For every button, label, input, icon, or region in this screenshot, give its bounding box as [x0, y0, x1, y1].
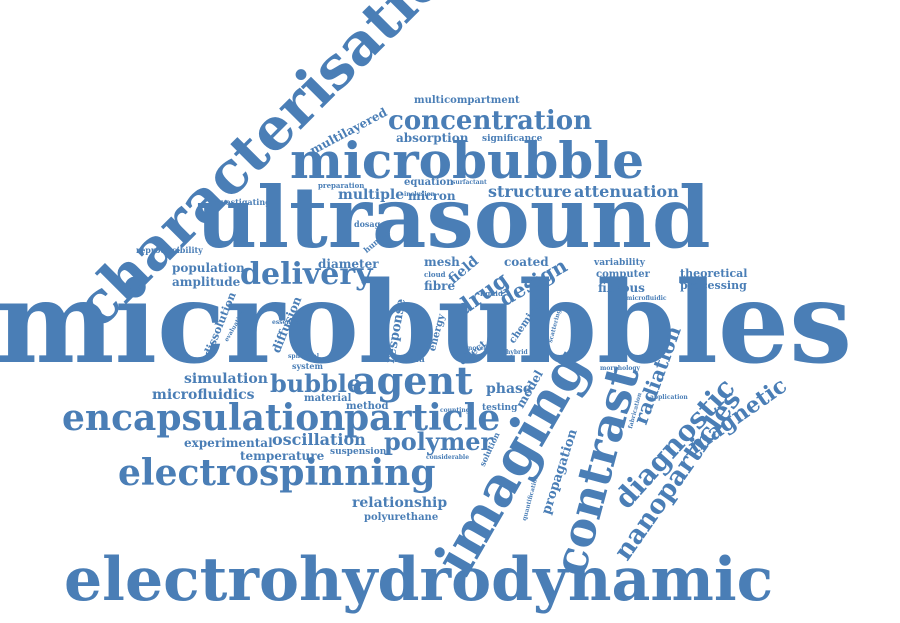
word-considerable: considerable [426, 454, 470, 461]
word-electrohydrodynamic: electrohydrodynamic [64, 545, 774, 615]
word-method: method [346, 401, 389, 412]
word-experimental: experimental [184, 436, 273, 450]
word-microbubble: microbubble [290, 131, 645, 190]
word-temperature: temperature [240, 449, 325, 463]
word-theoretical: theoretical [680, 267, 748, 280]
word-equation: equation [404, 177, 454, 188]
word-reproducibility: reproducibility [136, 245, 203, 255]
word-polyurethane: polyurethane [364, 512, 439, 523]
word-multiple: multiple [338, 187, 405, 203]
word-processing: processing [680, 279, 747, 292]
word-novel: novel [468, 345, 486, 352]
word-amplitude: amplitude [172, 275, 241, 289]
word-preparation: preparation [318, 181, 365, 190]
word-microbubbles: microbubbles [0, 258, 853, 389]
word-diameter: diameter [318, 257, 379, 271]
word-phase: phase [486, 381, 532, 397]
word-micron: micron [408, 189, 456, 203]
word-attenuation: attenuation [574, 182, 679, 201]
word-relationship: relationship [352, 495, 448, 511]
word-absorption: absorption [396, 131, 469, 145]
word-polymer: polymer [384, 427, 494, 456]
word-material: material [304, 393, 352, 404]
word-investigating: investigating [212, 197, 271, 207]
word-mesh: mesh [424, 255, 460, 269]
word-inclusion: inclusion [404, 191, 435, 198]
word-testing: testing [482, 403, 518, 413]
word-counting: counting [440, 407, 470, 414]
word-coated: coated [504, 255, 549, 269]
word-computer: computer [596, 269, 650, 280]
word-hybrid: hybrid [506, 349, 528, 356]
word-essential: essential [272, 319, 302, 326]
word-particle: particle [344, 397, 501, 439]
word-cloud: cloud [424, 270, 446, 279]
word-suspension: suspension [330, 447, 387, 457]
word-multicompartment: multicompartment [414, 95, 520, 106]
word-variability: variability [594, 258, 645, 268]
word-significance: significance [482, 134, 543, 144]
word-concentration: concentration [388, 106, 593, 136]
word-liquid: liquid [480, 289, 503, 298]
word-system: system [292, 361, 323, 371]
word-dosage: dosage [354, 219, 386, 229]
word-fibrous: fibrous [598, 281, 645, 295]
word-spherical: spherical [288, 353, 320, 360]
word-application: application [650, 394, 688, 401]
word-structure: structure [488, 182, 572, 201]
word-ultrasound: ultrasound [196, 168, 711, 267]
word-simulation: simulation [184, 371, 268, 387]
word-surfactant: surfactant [452, 179, 487, 186]
word-media: media [394, 355, 425, 365]
word-bubble: bubble [270, 369, 363, 398]
word-microfluidics: microfluidics [152, 387, 255, 403]
word-fibre: fibre [424, 279, 456, 293]
word-oscillation: oscillation [272, 430, 366, 449]
word-electrospinning: electrospinning [118, 452, 436, 494]
word-population: population [172, 261, 245, 275]
word-morphology: morphology [600, 365, 641, 372]
word-delivery: delivery [240, 257, 373, 292]
word-encapsulation: encapsulation [62, 397, 346, 439]
word-microfluidic: microfluidic [626, 295, 667, 302]
word-agent: agent [352, 358, 473, 403]
